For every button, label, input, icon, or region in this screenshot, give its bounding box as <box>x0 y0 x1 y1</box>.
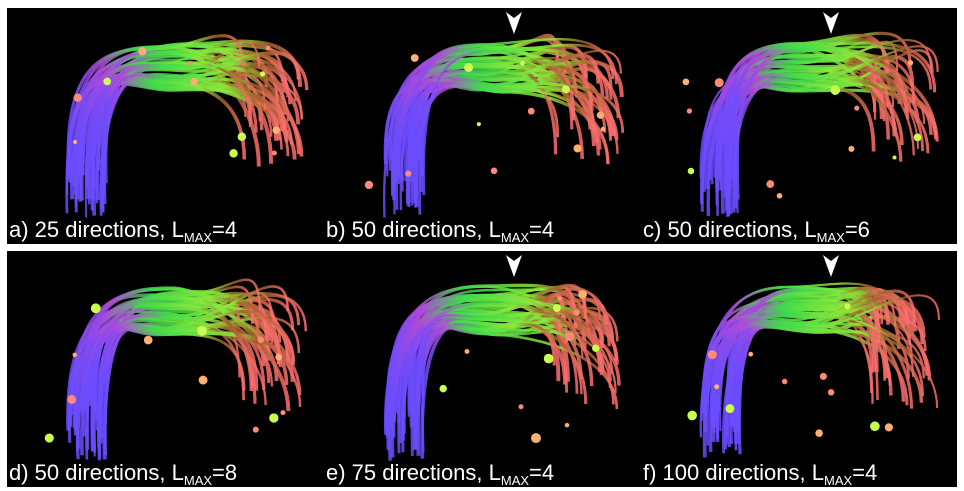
fiber-end <box>464 63 473 72</box>
fiber-end <box>405 171 411 177</box>
fiber-end <box>67 395 76 404</box>
fiber-end <box>491 168 498 175</box>
fiber-end <box>777 193 783 199</box>
fiber-end <box>573 309 579 315</box>
fiber-end <box>748 352 753 357</box>
fiber-end <box>73 353 77 357</box>
label-subscript: MAX <box>501 473 530 488</box>
fiber-end <box>592 345 599 352</box>
fiber-end <box>844 303 850 309</box>
fiber-end <box>144 336 153 345</box>
fiber-end <box>238 132 247 141</box>
fiber-end <box>708 350 717 359</box>
fiber-end <box>91 303 101 313</box>
fiber-end <box>74 94 82 102</box>
figure: a) 25 directions, LMAX=4b) 50 directions… <box>0 0 964 491</box>
fiber-end <box>272 126 280 134</box>
label-text: e) 75 directions, L <box>326 460 501 485</box>
fiber-end <box>715 78 724 87</box>
fiber-end <box>854 106 859 111</box>
fiber-end <box>266 46 271 51</box>
fiber-end <box>477 122 481 126</box>
fiber-end <box>73 140 77 144</box>
label-value: =4 <box>529 460 554 485</box>
label-value: =4 <box>212 217 237 242</box>
label-text: f) 100 directions, L <box>643 460 824 485</box>
fiber-end <box>565 423 570 428</box>
fiber-end <box>601 127 606 132</box>
fiber-end <box>908 60 913 65</box>
fiber-end <box>597 112 604 119</box>
label-subscript: MAX <box>184 230 213 245</box>
label-text: b) 50 directions, L <box>326 217 501 242</box>
fiber-end <box>565 332 574 341</box>
fiber-end <box>553 304 561 312</box>
label-subscript: MAX <box>824 473 853 488</box>
fiber-end <box>714 384 719 389</box>
fiber-end <box>574 144 582 152</box>
fiber-end <box>528 108 535 115</box>
fiber-end <box>687 108 692 113</box>
fiber-end <box>258 336 264 342</box>
fiber-end <box>519 404 524 409</box>
fiber-end <box>520 61 525 66</box>
label-text: a) 25 directions, L <box>9 217 184 242</box>
fiber-end <box>687 411 697 421</box>
fiber-end <box>725 404 734 413</box>
label-subscript: MAX <box>184 473 213 488</box>
fiber-end <box>578 290 587 299</box>
fiber-end <box>199 376 208 385</box>
fiber-end <box>229 149 237 157</box>
fiber-end <box>828 389 834 395</box>
fiber-end <box>138 47 146 55</box>
fiber-end <box>280 410 285 415</box>
label-text: d) 50 directions, L <box>9 460 184 485</box>
fiber-end <box>103 78 111 86</box>
fiber-end <box>870 421 880 431</box>
fiber-end <box>253 427 259 433</box>
fiber-end <box>815 429 823 437</box>
label-subscript: MAX <box>501 230 530 245</box>
label-value: =4 <box>852 460 877 485</box>
fiber-end <box>45 434 54 443</box>
fiber-end <box>557 296 562 301</box>
fiber-end <box>197 326 207 336</box>
fiber-end <box>439 385 446 392</box>
fiber-end <box>688 168 695 175</box>
label-subscript: MAX <box>817 230 846 245</box>
fiber-end <box>820 373 827 380</box>
fiber-end <box>885 423 893 431</box>
fiber-end <box>260 71 265 76</box>
label-value: =4 <box>529 217 554 242</box>
fiber-end <box>848 146 854 152</box>
label-value: =6 <box>845 217 870 242</box>
fiber-end <box>188 61 192 65</box>
fiber-end <box>275 354 282 361</box>
fiber-end <box>365 181 373 189</box>
fiber-end <box>411 54 419 62</box>
fiber-end <box>562 85 570 93</box>
fiber-end <box>544 354 554 364</box>
fiber-end <box>465 349 470 354</box>
fiber-end <box>272 150 277 155</box>
label-text: c) 50 directions, L <box>643 217 817 242</box>
fiber-end <box>531 433 541 443</box>
fiber-end <box>914 133 922 141</box>
fiber-end <box>766 180 774 188</box>
fiber-end <box>683 79 690 86</box>
fiber-end <box>893 156 897 160</box>
fiber-end <box>782 379 788 385</box>
label-value: =8 <box>212 460 237 485</box>
fiber-end <box>830 85 840 95</box>
fiber-end <box>190 78 197 85</box>
fiber-end <box>269 413 278 422</box>
